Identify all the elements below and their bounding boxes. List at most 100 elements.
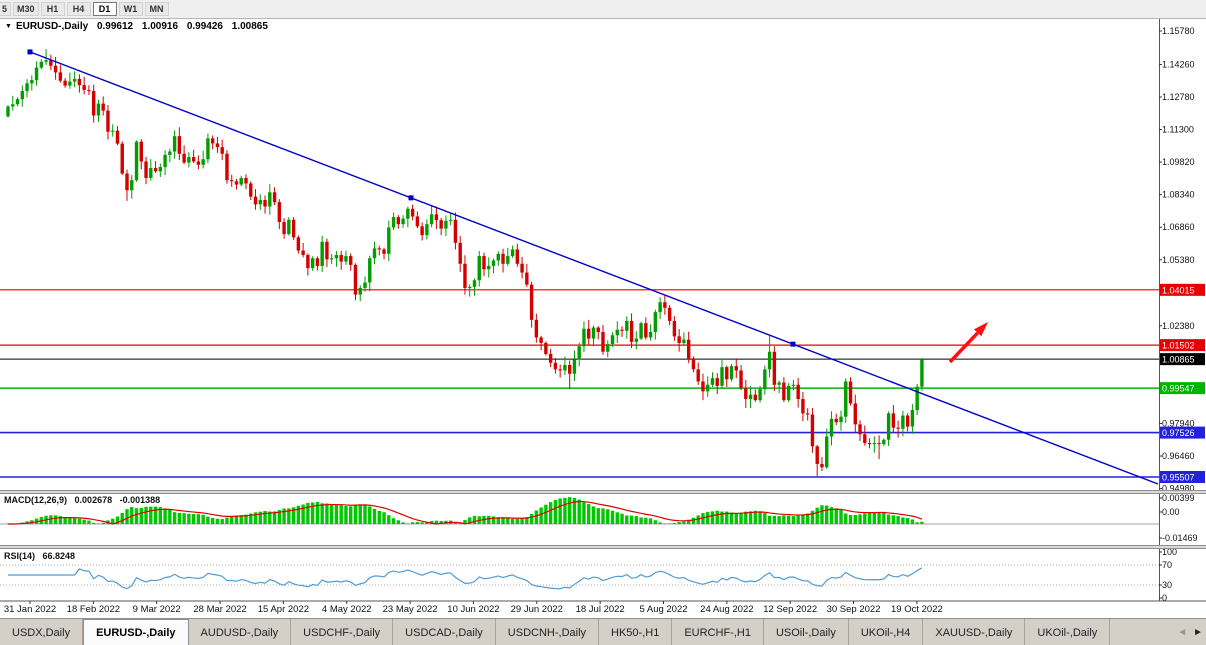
arrow-shaft[interactable] <box>948 331 979 364</box>
macd-histogram-bar <box>215 518 220 524</box>
candle-body <box>729 366 734 380</box>
period-button-H1[interactable]: H1 <box>40 2 65 16</box>
macd-histogram-bar <box>858 514 862 524</box>
candle-body <box>706 384 710 392</box>
candle-body <box>220 147 224 154</box>
symbol-tab-xauusd-daily[interactable]: XAUUSD-,Daily <box>923 619 1026 645</box>
macd-histogram-bar <box>368 506 372 524</box>
symbol-tab-usdx-daily[interactable]: USDX,Daily <box>0 619 84 645</box>
candle-body <box>844 381 848 417</box>
macd-histogram-bar <box>339 505 343 524</box>
period-button-W1[interactable]: W1 <box>118 2 143 16</box>
candle-body <box>539 337 543 343</box>
macd-histogram-bar <box>63 517 67 524</box>
macd-histogram-bar <box>325 503 329 524</box>
rsi-label: RSI(14) <box>4 551 36 561</box>
symbol-tab-usdcad-daily[interactable]: USDCAD-,Daily <box>393 619 496 645</box>
candle-body <box>287 219 291 235</box>
candle-body <box>82 85 86 90</box>
macd-histogram-bar <box>653 520 658 524</box>
macd-histogram-bar <box>234 515 239 524</box>
candle-body <box>591 327 596 339</box>
date-label: 12 Sep 2022 <box>763 604 817 615</box>
breakout-arrow[interactable] <box>948 322 988 364</box>
symbol-tab-usdchf-daily[interactable]: USDCHF-,Daily <box>291 619 394 645</box>
macd-histogram-bar <box>853 514 857 524</box>
candle-body <box>420 226 424 236</box>
candle-body <box>415 216 420 227</box>
candle-body <box>158 166 163 172</box>
price-tick-label: 1.02380 <box>1162 321 1195 331</box>
period-button-D1[interactable]: D1 <box>92 2 117 16</box>
candle-body <box>544 342 548 354</box>
rsi-panel-splitter[interactable] <box>0 545 1206 549</box>
macd-panel: 0.00399 0.00 -0.01469 <box>0 493 1198 543</box>
macd-histogram-bar <box>872 512 877 524</box>
symbol-tab-ukoil-daily[interactable]: UKOil-,Daily <box>1025 619 1111 645</box>
period-button-MN[interactable]: MN <box>144 2 169 16</box>
rsi-axis-label: 70 <box>1162 560 1172 570</box>
candle-body <box>334 254 339 259</box>
symbol-tab-usdcnh-daily[interactable]: USDCNH-,Daily <box>496 619 600 645</box>
trendline[interactable] <box>29 51 1159 485</box>
macd-panel-splitter[interactable] <box>0 490 1206 494</box>
candle-body <box>577 346 581 360</box>
candle-body <box>920 359 924 387</box>
macd-histogram-bar <box>401 522 405 524</box>
symbol-tab-audusd-daily[interactable]: AUDUSD-,Daily <box>189 619 292 645</box>
macd-histogram-bar <box>520 518 524 524</box>
candle-body <box>710 378 715 385</box>
macd-histogram-bar <box>220 519 224 524</box>
candle-body <box>6 106 10 117</box>
tabs-scroll-right-icon[interactable]: ► <box>1193 627 1203 638</box>
trendline-anchor-handle[interactable] <box>790 341 796 347</box>
period-button-M30[interactable]: M30 <box>13 2 39 16</box>
candle-body <box>249 183 253 197</box>
tabs-scroll-left-icon[interactable]: ◄ <box>1177 627 1188 638</box>
candle-body <box>253 196 258 205</box>
macd-histogram-bar <box>758 511 762 524</box>
macd-histogram-bar <box>777 516 781 524</box>
candle-body <box>748 394 753 400</box>
candle-body <box>463 263 467 288</box>
macd-histogram-bar <box>158 507 163 524</box>
candle-body <box>434 214 439 221</box>
trendline-anchor-handle[interactable] <box>27 49 33 55</box>
macd-histogram-bar <box>349 506 353 524</box>
candle-body <box>234 181 239 185</box>
price-tick-label: 1.11300 <box>1162 125 1194 135</box>
arrow-head-icon[interactable] <box>974 322 988 337</box>
macd-histogram-bar <box>101 522 105 524</box>
symbol-tab-ukoil-h4[interactable]: UKOil-,H4 <box>849 619 924 645</box>
candle-body <box>515 249 520 264</box>
symbol-tab-usoil-daily[interactable]: USOil-,Daily <box>764 619 849 645</box>
collapse-panel-icon[interactable]: ▼ <box>5 23 12 30</box>
symbol-tab-eurchf-h1[interactable]: EURCHF-,H1 <box>672 619 764 645</box>
candle-body <box>696 369 700 382</box>
candle-body <box>396 217 401 225</box>
descending-trendline[interactable] <box>27 49 1159 485</box>
macd-histogram-bar <box>153 506 158 524</box>
macd-histogram-bar <box>172 512 177 524</box>
candle-body <box>567 364 572 374</box>
candle-body <box>534 319 539 338</box>
rsi-line <box>8 567 923 590</box>
symbol-tab-hk50-h1[interactable]: HK50-,H1 <box>599 619 673 645</box>
candle-body <box>39 61 44 68</box>
candle-body <box>658 302 662 313</box>
period-button-H4[interactable]: H4 <box>66 2 91 16</box>
macd-histogram-bar <box>429 520 434 524</box>
trendline-anchor-handle[interactable] <box>408 195 414 201</box>
candle-body <box>815 446 819 464</box>
macd-histogram-bar <box>805 513 810 524</box>
period-button-5[interactable]: 5 <box>0 2 12 16</box>
macd-histogram-bar <box>901 517 905 524</box>
level-lines[interactable] <box>0 289 1159 478</box>
candle-body <box>739 370 743 389</box>
price-badge-0.99547: 0.99547 <box>1160 382 1205 395</box>
symbol-tab-eurusd-daily[interactable]: EURUSD-,Daily <box>83 619 189 645</box>
price-badge-bg <box>1160 471 1205 484</box>
candle-body <box>891 413 896 428</box>
macd-histogram-bar <box>320 503 324 524</box>
